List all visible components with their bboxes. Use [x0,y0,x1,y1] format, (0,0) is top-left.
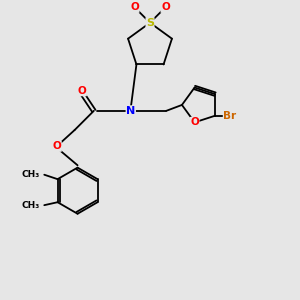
Text: O: O [130,2,139,12]
Text: CH₃: CH₃ [22,201,40,210]
Text: S: S [146,18,154,28]
Text: O: O [52,141,61,151]
Text: O: O [161,2,170,12]
Text: O: O [78,86,86,96]
Text: O: O [190,117,199,128]
Text: N: N [126,106,135,116]
Text: CH₃: CH₃ [22,170,40,179]
Text: Br: Br [223,111,236,121]
